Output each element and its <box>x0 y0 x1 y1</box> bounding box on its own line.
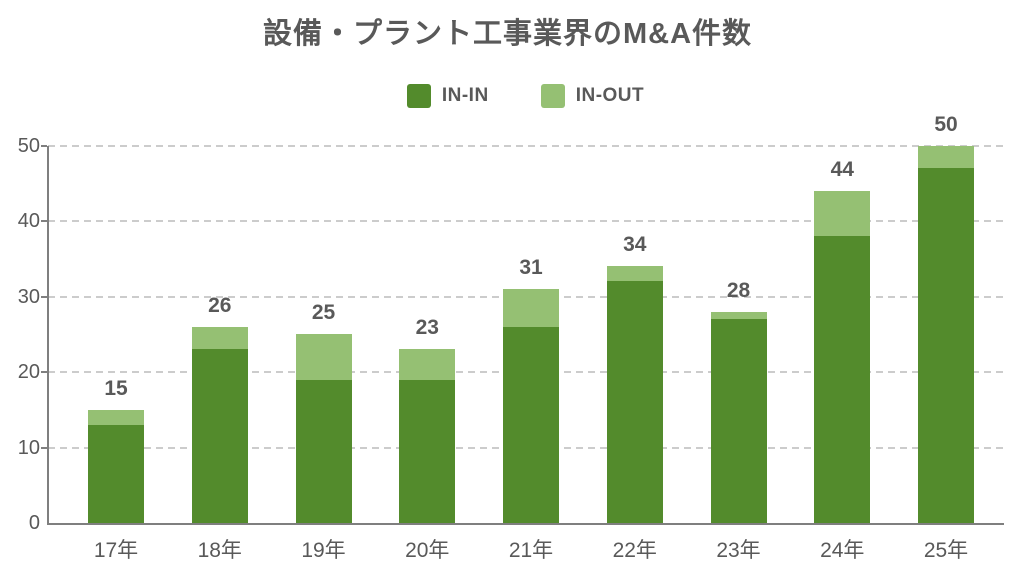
bar-25年-in-in <box>918 168 974 523</box>
bar-22年-in-in <box>606 281 663 523</box>
bar-23年-in-out <box>710 311 767 320</box>
bar-19年-in-out <box>295 334 352 380</box>
bar-22年-in-out <box>606 266 663 282</box>
chart-title: 設備・プラント工事業界のM&A件数 <box>262 18 753 50</box>
bar-18年-in-out <box>191 326 248 350</box>
gridline-40 <box>48 220 1003 222</box>
bar-20年-in-in <box>399 379 456 523</box>
y-tick-label-10: 10 <box>17 436 40 459</box>
y-tick-mark-30 <box>41 295 47 298</box>
bar-total-label-22年: 34 <box>623 233 647 257</box>
bar-19年-in-in <box>295 379 352 523</box>
x-tick-label-25年: 25年 <box>923 539 969 562</box>
legend-label-in-out: IN-OUT <box>575 85 645 106</box>
legend-item-in-in: IN-IN <box>406 84 489 108</box>
x-tick-label-17年: 17年 <box>93 539 139 562</box>
y-tick-label-0: 0 <box>28 512 40 534</box>
bar-17年-in-out <box>88 409 144 425</box>
bar-total-label-18年: 26 <box>208 293 232 317</box>
legend-item-in-out: IN-OUT <box>540 84 645 108</box>
y-tick-label-40: 40 <box>17 210 40 232</box>
bar-21年-in-in <box>503 326 559 523</box>
bar-20年-in-out <box>399 349 456 380</box>
y-tick-label-30: 30 <box>17 285 40 308</box>
x-axis-line <box>47 523 1004 525</box>
bar-total-label-20年: 23 <box>415 316 439 340</box>
bar-24年-in-out <box>814 190 871 237</box>
bar-total-label-21年: 31 <box>519 255 543 279</box>
gridline-50 <box>48 144 1003 147</box>
x-tick-label-24年: 24年 <box>820 539 865 562</box>
x-tick-label-20年: 20年 <box>405 539 450 562</box>
x-tick-label-21年: 21年 <box>508 539 554 562</box>
y-tick-mark-50 <box>41 144 47 147</box>
x-tick-label-23年: 23年 <box>716 539 761 562</box>
y-tick-mark-20 <box>41 371 47 373</box>
x-tick-label-22年: 22年 <box>612 539 657 562</box>
legend-swatch-in-in <box>406 84 431 108</box>
bar-total-label-17年: 15 <box>104 376 128 400</box>
bar-total-label-23年: 28 <box>726 278 751 302</box>
y-tick-mark-40 <box>41 220 47 222</box>
y-axis-line <box>47 146 49 525</box>
bar-total-label-25年: 50 <box>934 112 958 136</box>
legend: IN-IN IN-OUT <box>48 84 1003 108</box>
bar-total-label-19年: 25 <box>311 301 336 325</box>
y-tick-label-20: 20 <box>17 361 40 383</box>
bar-23年-in-in <box>710 319 767 523</box>
bar-21年-in-out <box>503 288 559 327</box>
x-tick-label-19年: 19年 <box>301 539 346 562</box>
bar-18年-in-in <box>191 349 248 523</box>
bar-25年-in-out <box>918 145 974 169</box>
bar-17年-in-in <box>88 424 144 523</box>
bar-total-label-24年: 44 <box>830 157 854 181</box>
x-tick-label-18年: 18年 <box>197 539 242 562</box>
y-tick-label-50: 50 <box>17 134 40 157</box>
bar-24年-in-in <box>814 236 871 523</box>
legend-label-in-in: IN-IN <box>441 85 489 106</box>
legend-swatch-in-out <box>540 84 565 108</box>
y-tick-mark-10 <box>41 446 47 449</box>
